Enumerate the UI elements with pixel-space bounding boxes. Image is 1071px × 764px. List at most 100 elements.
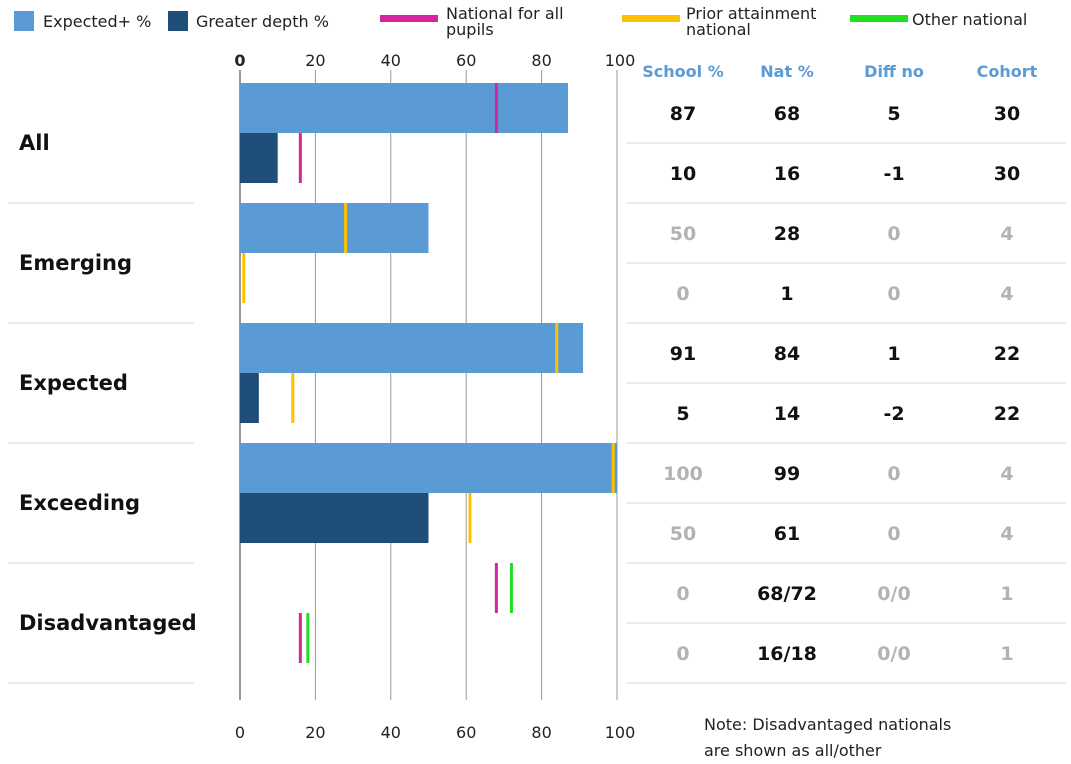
table-cell: 5 xyxy=(676,403,689,425)
table-cell: 50 xyxy=(670,523,696,545)
table-cell: 10 xyxy=(670,163,696,185)
expected-bar xyxy=(240,323,584,373)
prior-attainment-marker xyxy=(242,253,246,303)
x-axis: 0 0 20 20 40 40 60 60 80 80 100 100 xyxy=(234,51,635,742)
table-cell: 4 xyxy=(1000,463,1013,485)
expected-bar xyxy=(240,203,429,253)
x-tick-label-top: 0 xyxy=(234,51,245,70)
column-header: Diff no xyxy=(864,62,924,81)
table-cell: 4 xyxy=(1000,523,1013,545)
table-cell: 1 xyxy=(1000,643,1013,665)
prior-attainment-marker xyxy=(468,493,472,543)
group-expected: Expected 91 84 1 22 5 14 -2 22 xyxy=(19,323,1020,425)
table-cell: 1 xyxy=(780,283,793,305)
column-header: Nat % xyxy=(760,62,813,81)
legend-item-2: National for all pupils xyxy=(380,4,564,39)
legend-label: Greater depth % xyxy=(196,12,329,31)
x-tick-label-bottom: 40 xyxy=(381,723,401,742)
table-header: School % Nat % Diff no Cohort xyxy=(642,62,1037,81)
group-disadvantaged: Disadvantaged 0 68/72 0/0 1 0 16/18 0/0 1 xyxy=(19,563,1014,665)
table-cell: 87 xyxy=(670,103,696,125)
table-cell: 22 xyxy=(994,403,1020,425)
legend-line-swatch xyxy=(850,15,908,22)
table-cell: 28 xyxy=(774,223,800,245)
national-all-marker xyxy=(298,613,302,663)
table-cell: 30 xyxy=(994,103,1020,125)
group-label: Disadvantaged xyxy=(19,611,197,635)
table-cell: -2 xyxy=(883,403,904,425)
x-tick-label-top: 20 xyxy=(305,51,325,70)
column-header: School % xyxy=(642,62,723,81)
expected-bar xyxy=(240,443,617,493)
table-cell: 99 xyxy=(774,463,800,485)
legend-item-3: Prior attainment national xyxy=(622,4,816,39)
greater-depth-bar xyxy=(240,133,278,183)
group-all: All 87 68 5 30 10 16 -1 30 xyxy=(19,83,1020,185)
note-line: Note: Disadvantaged nationals xyxy=(704,715,951,734)
table-cell: 0/0 xyxy=(877,583,910,605)
table-cell: 1 xyxy=(887,343,900,365)
row-separators xyxy=(8,142,1066,684)
table-cell: 50 xyxy=(670,223,696,245)
legend-swatch xyxy=(14,11,34,31)
table-cell: 0 xyxy=(887,283,900,305)
x-tick-label-bottom: 0 xyxy=(235,723,245,742)
table-cell: 30 xyxy=(994,163,1020,185)
legend-label: National for all pupils xyxy=(446,4,564,39)
table-cell: 0 xyxy=(676,643,689,665)
table-cell: 68/72 xyxy=(757,583,817,605)
table-cell: 100 xyxy=(663,463,703,485)
group-label: All xyxy=(19,131,50,155)
x-tick-label-top: 40 xyxy=(381,51,401,70)
table-cell: 4 xyxy=(1000,283,1013,305)
greater-depth-bar xyxy=(240,493,429,543)
table-cell: 0 xyxy=(887,523,900,545)
group-label: Emerging xyxy=(19,251,132,275)
legend: Expected+ % Greater depth % National for a… xyxy=(14,4,1027,39)
table-cell: 0 xyxy=(676,283,689,305)
legend-item-4: Other national xyxy=(850,10,1027,29)
note-line: are shown as all/other xyxy=(704,741,882,760)
table-cell: 22 xyxy=(994,343,1020,365)
other-national-marker xyxy=(509,563,513,613)
table-cell: 68 xyxy=(774,103,800,125)
group-label: Exceeding xyxy=(19,491,140,515)
prior-attainment-marker xyxy=(344,203,348,253)
table-cell: 4 xyxy=(1000,223,1013,245)
legend-line-swatch xyxy=(622,15,680,22)
x-tick-label-bottom: 100 xyxy=(605,723,636,742)
table-cell: 16 xyxy=(774,163,800,185)
gridlines xyxy=(239,70,618,700)
table-cell: 91 xyxy=(670,343,696,365)
prior-attainment-marker xyxy=(555,323,559,373)
table-cell: 0/0 xyxy=(877,643,910,665)
other-national-marker xyxy=(306,613,310,663)
x-tick-label-top: 60 xyxy=(456,51,476,70)
legend-label: Expected+ % xyxy=(43,12,151,31)
legend-item-1: Greater depth % xyxy=(168,11,329,31)
x-tick-label-bottom: 60 xyxy=(456,723,476,742)
group-label: Expected xyxy=(19,371,128,395)
group-exceeding: Exceeding 100 99 0 4 50 61 0 4 xyxy=(19,443,1014,545)
x-tick-label-bottom: 80 xyxy=(531,723,551,742)
table-cell: 0 xyxy=(676,583,689,605)
x-tick-label-top: 80 xyxy=(531,51,551,70)
table-cell: 5 xyxy=(887,103,900,125)
prior-attainment-marker xyxy=(291,373,295,423)
table-cell: 0 xyxy=(887,463,900,485)
legend-line-swatch xyxy=(380,15,438,22)
legend-swatch xyxy=(168,11,188,31)
national-all-marker xyxy=(494,563,498,613)
note: Note: Disadvantaged nationals are shown a… xyxy=(704,715,951,760)
column-header: Cohort xyxy=(977,62,1038,81)
table-cell: 16/18 xyxy=(757,643,817,665)
table-cell: 84 xyxy=(774,343,800,365)
legend-item-0: Expected+ % xyxy=(14,11,151,31)
legend-label: Other national xyxy=(912,10,1027,29)
x-tick-label-top: 100 xyxy=(605,51,636,70)
table-cell: -1 xyxy=(883,163,904,185)
table-cell: 14 xyxy=(774,403,800,425)
expected-bar xyxy=(240,83,568,133)
prior-attainment-marker xyxy=(611,443,615,493)
